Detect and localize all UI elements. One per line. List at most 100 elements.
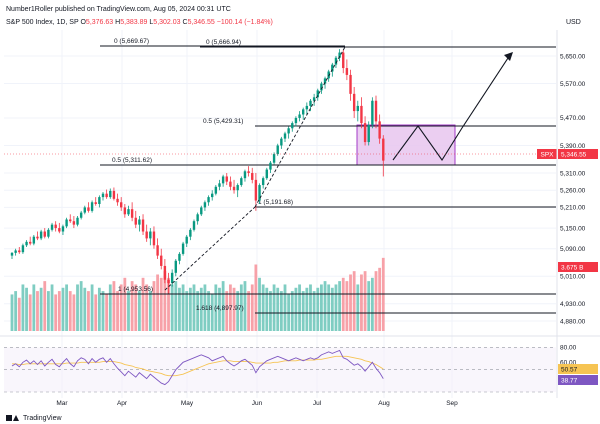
price-tick-label: 5,470.00 <box>560 115 586 122</box>
candle-body <box>382 138 385 161</box>
price-tick-label: 5,570.00 <box>560 81 586 88</box>
candle-body <box>302 109 305 115</box>
candle-body <box>298 114 301 118</box>
candle-body <box>21 245 25 253</box>
candle-body <box>323 78 327 84</box>
candle-body <box>345 68 349 75</box>
candle-body <box>18 250 21 253</box>
candle-body <box>327 71 330 79</box>
rsi-ma-badge <box>558 364 598 374</box>
symbol-name[interactable]: S&P 500 Index, 1D, SP <box>6 19 79 26</box>
volume-bar <box>239 284 243 331</box>
candle-body <box>141 219 145 232</box>
candle-body <box>342 52 345 69</box>
rsi-value: 38.77 <box>561 377 578 384</box>
volume-bar <box>152 281 156 331</box>
volume-bar <box>108 284 112 331</box>
volume-bar <box>14 291 18 331</box>
volume-bar <box>61 287 65 331</box>
candle-body <box>218 183 221 187</box>
candle-body <box>356 105 359 112</box>
volume-bar <box>127 291 130 331</box>
volume-bar <box>36 291 39 331</box>
fib-label: 0 (5,669.67) <box>114 38 149 45</box>
price-tick-label: 4,880.00 <box>560 318 586 325</box>
candle-body <box>14 250 17 253</box>
volume-bar <box>163 271 167 331</box>
candle-body <box>247 171 250 174</box>
candle-body <box>254 179 258 201</box>
volume-bar <box>148 291 152 331</box>
candle-body <box>87 207 90 211</box>
candle-body <box>196 214 199 222</box>
candle-body <box>265 169 268 179</box>
projection-arrowhead-icon <box>504 52 513 61</box>
candle-body <box>43 231 46 237</box>
volume-bar <box>323 281 327 331</box>
time-label-aug: Aug <box>378 400 390 407</box>
candle-body <box>352 93 356 112</box>
fib-label: 1 (4,953.56) <box>118 286 153 293</box>
price-tick-label: 5,010.00 <box>560 274 586 281</box>
candle-body <box>10 252 14 256</box>
volume-bar <box>159 277 163 331</box>
volume-bar <box>90 284 94 331</box>
close-label: C <box>182 19 188 26</box>
volume-bar <box>276 287 280 331</box>
candle-body <box>94 202 97 204</box>
volume-bar <box>72 294 76 331</box>
rsi-badge <box>558 375 598 385</box>
fib-anchor-line <box>164 206 256 291</box>
candle-body <box>261 178 265 186</box>
candle-body <box>225 176 228 182</box>
volume-bar <box>28 294 32 331</box>
fib-label: 0.5 (5,311.62) <box>112 157 152 164</box>
volume-bar <box>65 284 68 331</box>
rsi-ma-value: 50.57 <box>561 366 578 373</box>
high-value: 5,383.89 <box>120 19 148 26</box>
candle-body <box>134 217 137 225</box>
rsi-tick-label: 60.00 <box>560 360 577 367</box>
volume-bar <box>374 271 378 331</box>
candle-body <box>360 105 363 124</box>
publisher-line: Number1Roller published on TradingView.c… <box>6 6 231 13</box>
candle-body <box>25 241 28 246</box>
symbol-legend[interactable]: S&P 500 Index, 1D, SP O5,376.63 H5,383.8… <box>6 19 273 26</box>
volume-bar <box>236 291 240 331</box>
projection-path <box>392 54 511 161</box>
fib-levels: 0 (5,669.67) 0 (5,666.94) 0.5 (5,429.31) 0.… <box>100 38 556 314</box>
volume-bar <box>214 284 218 331</box>
candle-body <box>98 197 101 204</box>
candle-body <box>203 202 207 208</box>
open-label: O <box>80 19 86 26</box>
price-axis: 5,650.00 5,570.00 5,470.00 5,390.00 5,310.00… <box>537 30 598 398</box>
volume-bar <box>116 291 119 331</box>
candle-body <box>36 236 39 239</box>
volume-bar <box>279 291 283 331</box>
volume-bar <box>79 281 83 331</box>
volume-bar <box>199 287 203 331</box>
volume-bar <box>32 284 36 331</box>
last-price-symbol: SPX <box>540 151 554 158</box>
volume-bar <box>360 274 363 331</box>
volume-bar <box>210 294 214 331</box>
candle-body <box>112 190 116 199</box>
candle-body <box>69 219 72 222</box>
tradingview-footer: TradingView <box>6 414 62 422</box>
volume-bar <box>25 287 28 331</box>
price-tick-label: 4,930.00 <box>560 301 586 308</box>
candle-body <box>192 221 196 230</box>
volume-bar <box>185 291 189 331</box>
candle-body <box>200 207 203 215</box>
currency-label[interactable]: USD <box>566 19 581 26</box>
volume-bar <box>54 294 58 331</box>
time-label-jun: Jun <box>252 400 263 407</box>
candle-body <box>145 231 148 239</box>
candle-body <box>221 176 225 184</box>
volume-bar <box>338 281 341 331</box>
candle-body <box>334 57 338 65</box>
time-label-may: May <box>181 400 194 407</box>
